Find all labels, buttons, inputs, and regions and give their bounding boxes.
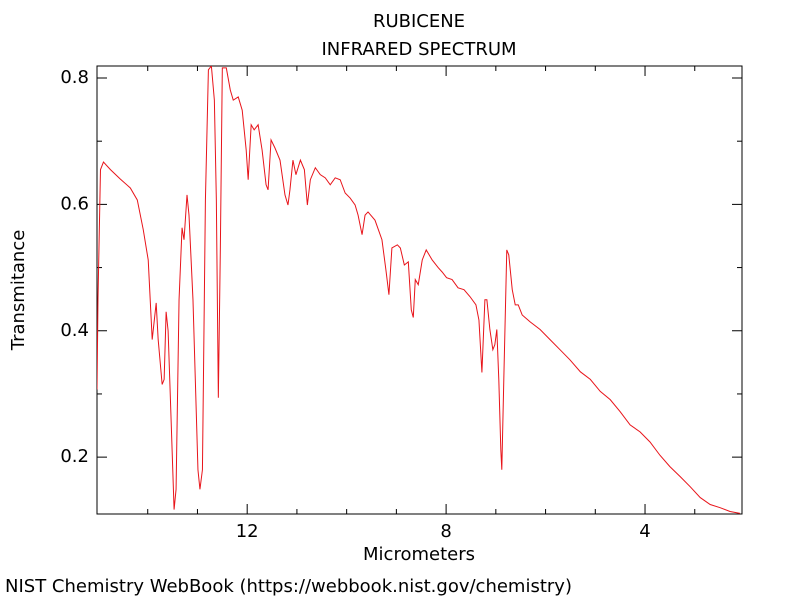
x-tick-label: 8 <box>440 521 451 542</box>
x-axis-label: Micrometers <box>363 544 475 565</box>
y-tick-label: 0.2 <box>60 446 89 467</box>
y-tick-label: 0.4 <box>60 320 89 341</box>
footer: NIST Chemistry WebBook (https://webbook.… <box>5 576 572 597</box>
chart-title: RUBICENE <box>373 11 465 32</box>
plot-frame <box>96 65 743 515</box>
x-tick-label: 12 <box>236 521 259 542</box>
x-tick-label: 4 <box>639 521 650 542</box>
y-tick-label: 0.6 <box>60 193 89 214</box>
y-tick-label: 0.8 <box>60 67 89 88</box>
chart-subtitle: INFRARED SPECTRUM <box>321 39 516 60</box>
spectrum-line <box>97 66 741 514</box>
y-axis-label: Transmitance <box>8 230 29 352</box>
